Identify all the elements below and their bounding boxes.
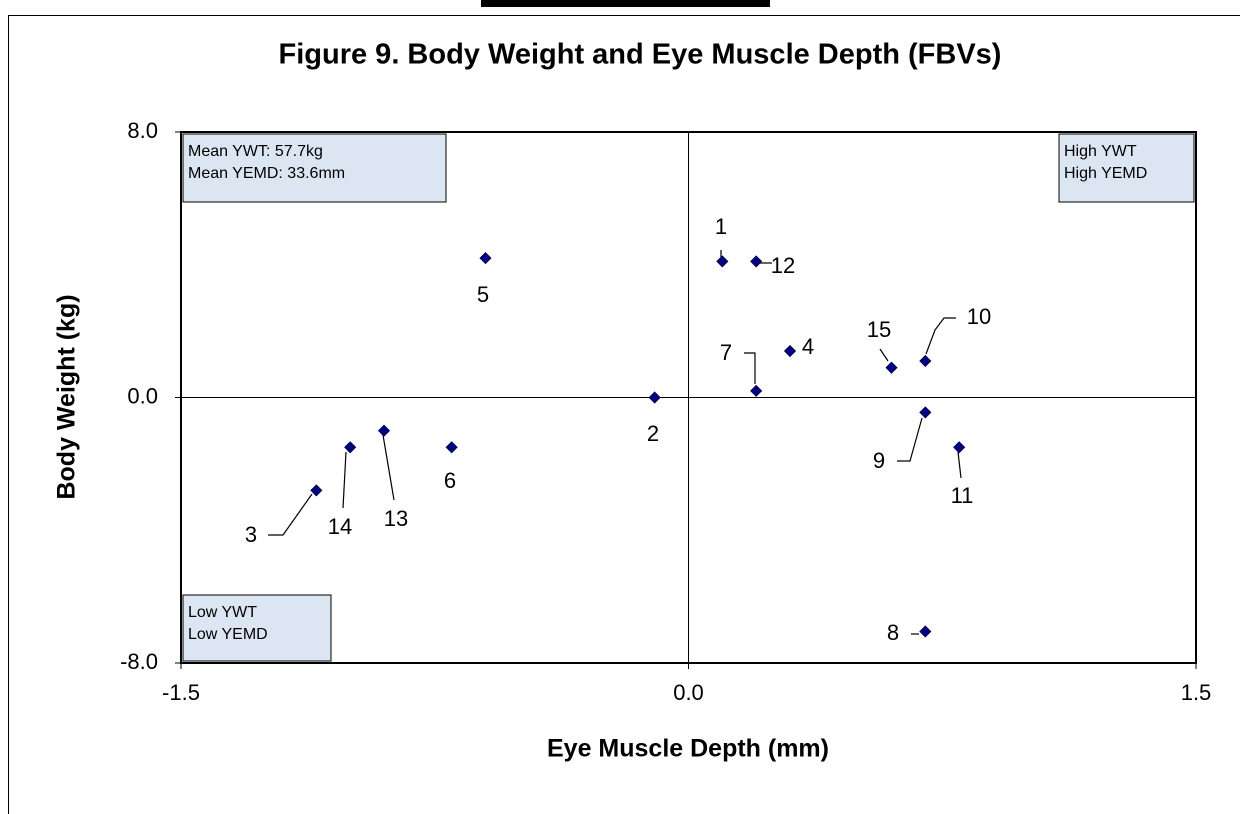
point: [445, 441, 458, 454]
point: [377, 424, 391, 437]
x-tick-label: 1.5: [1181, 680, 1212, 705]
point-label: 4: [802, 334, 814, 359]
point-label: 10: [967, 304, 991, 329]
annotation-box: [1058, 133, 1195, 203]
point: [783, 344, 797, 358]
point-label: 14: [328, 514, 352, 539]
leader-line: [957, 451, 962, 479]
annotation-box: [182, 133, 447, 203]
annotation-text: High YEMD: [1064, 165, 1147, 182]
point-label: 6: [444, 468, 456, 493]
leader-line: [925, 317, 956, 355]
leader-line: [268, 493, 313, 536]
point: [310, 484, 323, 497]
x-axis-label: Eye Muscle Depth (mm): [547, 735, 829, 763]
point: [716, 255, 729, 268]
annotation-text: Low YEMD: [188, 626, 268, 643]
point: [479, 252, 492, 265]
point: [885, 361, 898, 374]
point: [919, 406, 932, 419]
leader-line: [879, 348, 889, 362]
point-label: 13: [384, 506, 408, 531]
x-tick-label: 0.0: [673, 680, 704, 705]
point-label: 12: [771, 253, 795, 278]
point: [344, 441, 357, 454]
annotation-box: [182, 594, 332, 662]
point: [750, 384, 763, 397]
annotation-text: High YWT: [1064, 143, 1137, 160]
point: [953, 441, 966, 454]
chart-title: Figure 9. Body Weight and Eye Muscle Dep…: [279, 39, 1002, 71]
y-tick-label: 8.0: [127, 118, 158, 143]
annotation-text: Mean YEMD: 33.6mm: [188, 165, 345, 182]
point-label: 15: [867, 317, 891, 342]
leader-line: [382, 434, 395, 501]
annotation-text: Mean YWT: 57.7kg: [188, 143, 323, 160]
y-tick-label: -8.0: [120, 649, 158, 674]
leader-line: [744, 352, 756, 384]
x-tick-label: -1.5: [162, 680, 200, 705]
point: [919, 625, 932, 638]
point: [648, 391, 661, 404]
point-label: 9: [873, 448, 885, 473]
point-label: 2: [647, 421, 659, 446]
point-label: 11: [951, 483, 974, 508]
y-tick-label: 0.0: [127, 383, 158, 408]
annotation-text: Low YWT: [188, 604, 257, 621]
y-axis-label: Body Weight (kg): [53, 294, 81, 499]
point-label: 1: [715, 214, 727, 239]
point-label: 5: [477, 282, 489, 307]
leader-line: [342, 451, 347, 509]
leader-line: [897, 417, 923, 462]
point: [919, 354, 932, 368]
point-label: 3: [245, 522, 257, 547]
point-label: 7: [720, 340, 732, 365]
crop-bar: [481, 0, 770, 7]
point: [750, 255, 763, 268]
point-label: 8: [887, 620, 899, 645]
